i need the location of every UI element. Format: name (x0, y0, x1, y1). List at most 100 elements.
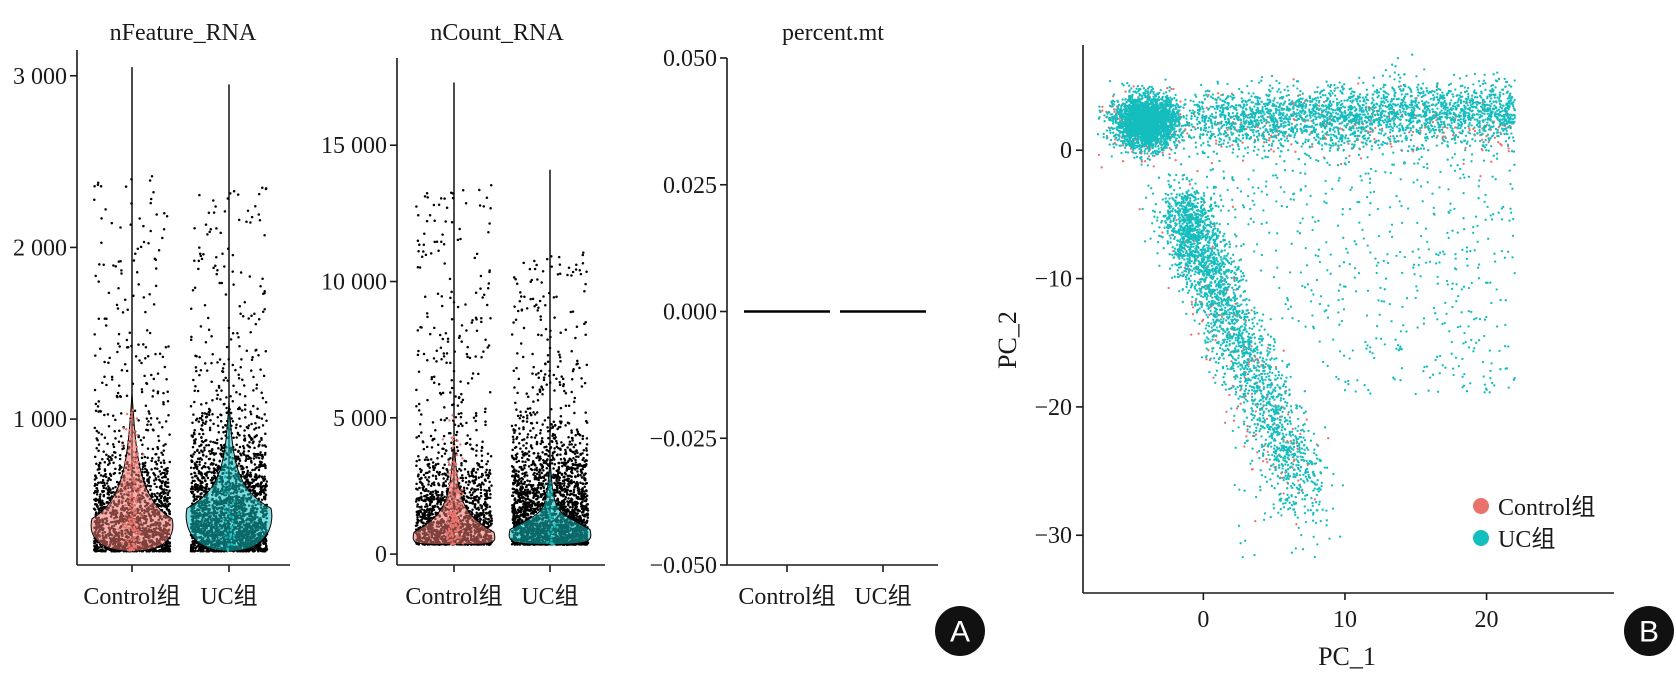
data-point (146, 447, 150, 450)
data-point (116, 342, 120, 345)
data-point (198, 444, 201, 448)
data-point (93, 333, 96, 336)
data-point (137, 343, 140, 346)
data-point (108, 356, 111, 360)
violin-core-point (127, 526, 130, 530)
data-point (222, 431, 225, 434)
data-point (150, 373, 153, 377)
data-point (259, 485, 262, 488)
data-point (421, 440, 425, 444)
data-point (231, 331, 235, 335)
data-point (241, 451, 245, 455)
data-point (158, 478, 161, 481)
data-point (151, 457, 154, 460)
data-point (99, 500, 103, 503)
violin-core-point (135, 417, 138, 420)
violin-core-point (138, 488, 141, 491)
data-point (243, 437, 247, 440)
violin-core-point (135, 525, 139, 528)
data-point (103, 436, 107, 440)
data-point (95, 437, 98, 440)
violin-core-point (136, 491, 140, 494)
data-point (156, 467, 159, 470)
data-point (217, 447, 220, 450)
data-point (118, 464, 122, 467)
data-point (137, 283, 140, 286)
data-point (117, 440, 121, 444)
violin-core-point (121, 541, 124, 545)
data-point (162, 459, 166, 462)
data-point (144, 467, 147, 471)
data-point (198, 460, 201, 464)
data-point (193, 259, 196, 263)
data-point (243, 395, 247, 398)
data-point (197, 469, 201, 473)
data-point (164, 481, 167, 484)
data-point (112, 472, 116, 475)
data-point (203, 304, 207, 307)
data-point (420, 469, 423, 472)
violin-core-point (229, 534, 232, 538)
data-point (98, 495, 102, 499)
data-point (208, 450, 211, 453)
data-point (436, 462, 440, 466)
data-point (109, 478, 112, 482)
data-point (424, 476, 427, 479)
data-point (99, 410, 102, 413)
data-point (464, 481, 468, 484)
data-point (125, 394, 129, 398)
data-point (153, 474, 157, 477)
data-point (218, 459, 222, 463)
data-point (201, 432, 205, 436)
data-point (216, 424, 220, 427)
data-point (223, 210, 227, 213)
data-point (116, 391, 120, 395)
data-point (232, 436, 235, 440)
data-point (231, 253, 235, 257)
data-point (163, 488, 166, 491)
data-point (211, 353, 214, 356)
data-point (110, 550, 113, 553)
data-point (199, 492, 202, 496)
data-point (164, 491, 167, 495)
data-point (150, 492, 154, 496)
data-point (239, 271, 243, 274)
data-point (467, 483, 470, 487)
violin-core-point (121, 522, 124, 525)
data-point (244, 416, 247, 419)
data-point (415, 436, 418, 439)
data-point (265, 480, 269, 483)
data-point (156, 417, 159, 420)
data-point (217, 430, 221, 434)
data-point (216, 466, 219, 469)
violin-core-point (130, 460, 134, 463)
data-point (196, 389, 200, 393)
data-point (147, 241, 150, 245)
data-point (103, 360, 106, 364)
data-point (98, 461, 102, 465)
data-point (194, 418, 198, 422)
data-point (96, 183, 100, 187)
data-point (136, 247, 140, 251)
violin-core-point (227, 482, 230, 486)
data-point (438, 333, 442, 337)
data-point (249, 471, 252, 475)
data-point (198, 463, 201, 466)
data-point (153, 492, 156, 496)
data-point (154, 460, 157, 464)
data-point (190, 485, 194, 488)
data-point (427, 489, 430, 493)
data-point (152, 191, 155, 194)
violin-core-point (130, 494, 134, 497)
data-point (104, 548, 108, 552)
data-point (118, 429, 121, 433)
data-point (99, 493, 102, 496)
data-point (101, 458, 104, 461)
violin-core-point (232, 503, 235, 506)
data-point (200, 436, 203, 440)
data-point (207, 443, 211, 447)
violin-core-point (134, 511, 137, 515)
data-point (250, 485, 253, 489)
data-point (251, 468, 254, 472)
